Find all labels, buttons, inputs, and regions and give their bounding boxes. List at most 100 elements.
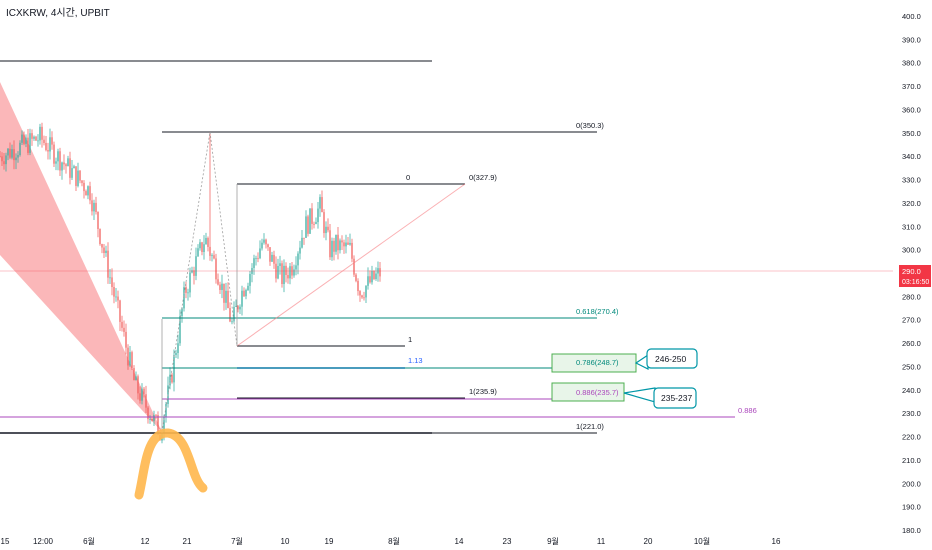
price-tick-label: 190.0 — [902, 503, 921, 512]
candle-body — [355, 274, 357, 281]
candle-body — [255, 258, 257, 259]
candle-body — [327, 226, 329, 231]
candle-body — [119, 300, 121, 322]
candle-body — [319, 197, 321, 209]
candle-body — [117, 296, 119, 301]
price-tick-label: 350.0 — [902, 129, 921, 138]
candle-body — [197, 248, 199, 257]
candle-body — [323, 212, 325, 234]
candle-body — [29, 133, 31, 153]
candle-body — [135, 376, 137, 381]
time-tick-label: 7월 — [231, 536, 243, 546]
candle-body — [185, 287, 187, 293]
fib-label-0-350: 0(350.3) — [576, 121, 604, 130]
candle-body — [133, 368, 135, 381]
time-tick-label: 15 — [1, 537, 10, 546]
candle-body — [273, 254, 275, 264]
candle-body — [129, 352, 131, 366]
candle-body — [329, 230, 331, 258]
price-tick-label: 200.0 — [902, 479, 921, 488]
candle-body — [91, 200, 93, 212]
time-tick-label: 9월 — [547, 536, 559, 546]
candle-body — [271, 254, 273, 262]
candle-body — [333, 240, 335, 252]
candle-body — [317, 208, 319, 223]
time-tick-label: 14 — [455, 537, 464, 546]
price-tick-label: 230.0 — [902, 409, 921, 418]
candle-body — [9, 148, 11, 158]
candle-body — [175, 352, 177, 355]
candle-body — [183, 287, 185, 309]
candle-body — [267, 244, 269, 248]
price-tick-label: 260.0 — [902, 339, 921, 348]
candle-body — [313, 223, 315, 225]
candle-body — [69, 158, 71, 178]
candle-body — [287, 275, 289, 279]
countdown-text: 03:16:50 — [902, 279, 929, 286]
candle-body — [123, 327, 125, 332]
candle-body — [215, 258, 217, 280]
candle-body — [343, 242, 345, 247]
candle-body — [59, 151, 61, 171]
candle-body — [257, 258, 259, 259]
candle-body — [21, 134, 23, 143]
time-tick-label: 23 — [503, 537, 512, 546]
zone-box-886[interactable] — [551, 382, 625, 402]
candle-body — [141, 388, 143, 401]
candle-body — [247, 285, 249, 291]
candle-body — [137, 376, 139, 394]
candle-body — [217, 279, 219, 285]
price-tick-label: 210.0 — [902, 456, 921, 465]
candle-body — [171, 374, 173, 383]
callout-box-2[interactable] — [653, 387, 697, 409]
candle-body — [305, 216, 307, 238]
callout-box-1[interactable] — [646, 348, 698, 369]
candle-body — [85, 191, 87, 196]
candle-body — [81, 180, 83, 183]
candle-body — [363, 297, 365, 299]
time-tick-label: 20 — [644, 537, 653, 546]
price-axis[interactable]: 400.0 390.0 380.0 370.0 360.0 350.0 340.0 330.0… — [902, 12, 921, 535]
fib-label-1-221: 1(221.0) — [576, 422, 604, 431]
candle-body — [121, 321, 123, 328]
candle-body — [27, 137, 29, 153]
candle-body — [211, 255, 213, 257]
price-tick-label: 360.0 — [902, 105, 921, 114]
candle-body — [93, 202, 95, 212]
candle-body — [269, 247, 271, 262]
candle-body — [155, 415, 157, 416]
candle-body — [79, 170, 81, 181]
candle-body — [39, 126, 41, 141]
time-tick-label: 12 — [141, 537, 150, 546]
candle-body — [103, 247, 105, 253]
time-tick-label: 10월 — [694, 536, 710, 546]
candle-body — [11, 149, 13, 158]
time-tick-label: 21 — [183, 537, 192, 546]
candle-body — [31, 133, 33, 139]
candle-body — [71, 168, 73, 178]
candle-body — [165, 404, 167, 417]
fib-label-618: 0.618(270.4) — [576, 307, 619, 316]
candle-body — [219, 284, 221, 290]
candle-body — [25, 137, 27, 144]
candle-body — [261, 242, 263, 249]
candle-body — [351, 242, 353, 259]
price-tick-label: 370.0 — [902, 82, 921, 91]
candle-body — [377, 268, 379, 274]
candle-body — [147, 407, 149, 420]
fib-label-0-327: 0(327.9) — [469, 173, 497, 182]
candle-body — [225, 290, 227, 303]
candle-body — [43, 139, 45, 143]
candle-body — [7, 148, 9, 156]
time-axis[interactable]: 15 12:00 6월 12 21 7월 10 19 8월 14 23 9월 11 20 10월 16 — [1, 536, 781, 546]
candle-body — [187, 292, 189, 294]
candle-body — [113, 287, 115, 297]
price-tick-label: 250.0 — [902, 362, 921, 371]
fib-label-0: 0 — [406, 173, 410, 182]
candle-body — [5, 155, 7, 165]
candle-body — [63, 162, 65, 165]
price-tick-label: 300.0 — [902, 246, 921, 255]
candle-body — [145, 394, 147, 408]
candle-body — [297, 253, 299, 266]
